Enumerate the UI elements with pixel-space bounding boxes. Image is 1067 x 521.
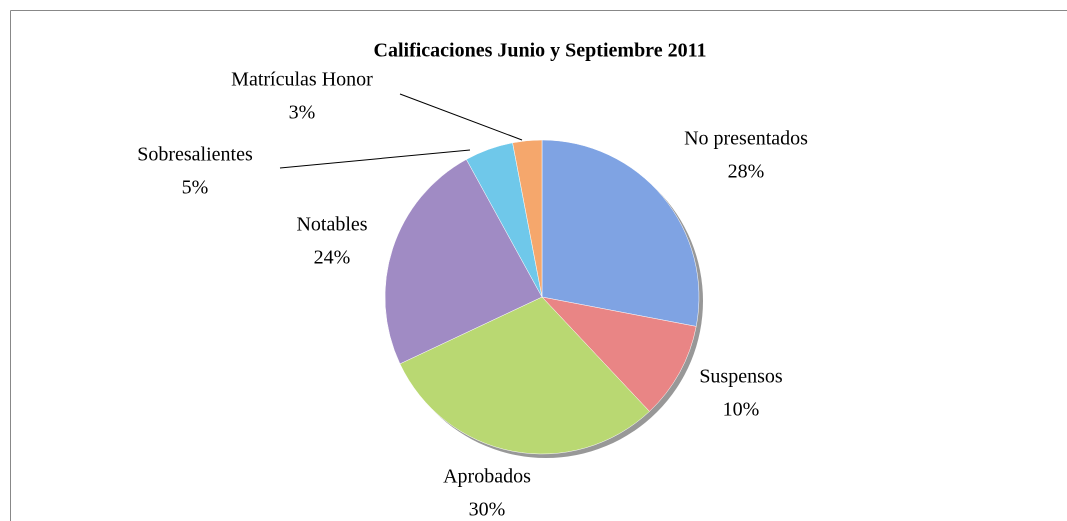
slice-value-label: 30% — [469, 499, 506, 521]
slice-label: Suspensos — [699, 366, 783, 388]
leader-line — [279, 149, 471, 169]
slice-value-label: 3% — [289, 102, 316, 124]
pie-slice — [512, 139, 543, 298]
slice-value-label: 5% — [182, 177, 209, 199]
pie-slice — [384, 159, 543, 365]
pie-slice — [541, 296, 697, 412]
pie-slice — [399, 296, 650, 455]
slice-value-label: 28% — [728, 161, 765, 183]
slice-label: No presentados — [684, 128, 808, 150]
slice-value-label: 24% — [314, 247, 351, 269]
slice-label: Aprobados — [443, 466, 531, 488]
slice-label: Notables — [296, 214, 367, 236]
slice-label: Sobresalientes — [137, 144, 253, 166]
chart-title: Calificaciones Junio y Septiembre 2011 — [374, 40, 707, 62]
slice-value-label: 10% — [723, 399, 760, 421]
slice-label: Matrículas Honor — [231, 69, 373, 91]
pie-slice — [541, 139, 700, 327]
leader-line — [399, 93, 523, 141]
